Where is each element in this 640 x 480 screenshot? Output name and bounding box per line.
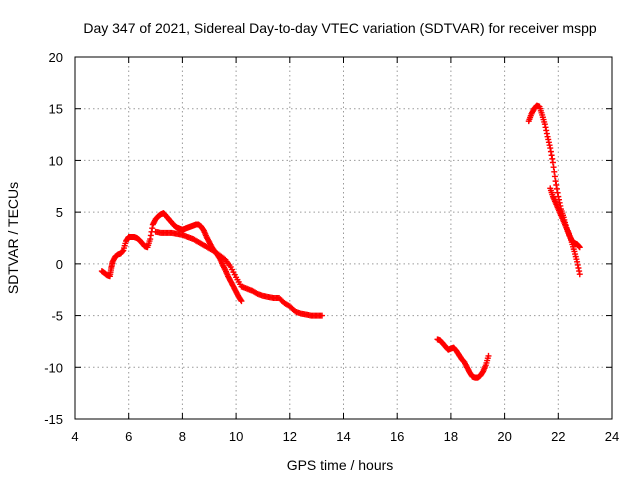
grid — [75, 57, 612, 419]
y-tick-label: -15 — [44, 412, 63, 427]
series-segment-2 — [434, 336, 492, 381]
x-tick-label: 8 — [179, 429, 186, 444]
chart-title: Day 347 of 2021, Sidereal Day-to-day VTE… — [83, 20, 596, 36]
x-axis-label: GPS time / hours — [287, 457, 394, 473]
series-segment-1-upper — [98, 210, 245, 305]
series-segment-3-upper — [525, 102, 583, 251]
plot-frame — [74, 56, 613, 420]
x-tick-label: 4 — [71, 429, 78, 444]
axis-ticks — [74, 56, 613, 420]
y-axis-label: SDTVAR / TECUs — [5, 182, 21, 294]
x-tick-label: 14 — [336, 429, 350, 444]
y-tick-label: -5 — [51, 309, 63, 324]
x-tick-label: 20 — [497, 429, 511, 444]
x-tick-label: 16 — [390, 429, 404, 444]
x-tick-label: 10 — [229, 429, 243, 444]
y-tick-label: 5 — [56, 205, 63, 220]
series-segment-3-lower — [547, 185, 583, 278]
y-tick-label: 15 — [49, 102, 63, 117]
x-tick-label: 22 — [551, 429, 565, 444]
data-point — [576, 271, 583, 278]
y-tick-label: 10 — [49, 153, 63, 168]
y-tick-label: 20 — [49, 50, 63, 65]
data-point — [485, 352, 492, 359]
series-segment-1-lower — [152, 228, 326, 319]
x-tick-label: 18 — [444, 429, 458, 444]
data-points — [98, 102, 583, 381]
y-tick-label: -10 — [44, 360, 63, 375]
y-tick-labels: -15 -10 -5 0 5 10 15 20 — [44, 50, 63, 427]
x-tick-label: 12 — [283, 429, 297, 444]
data-point — [319, 312, 326, 319]
data-point — [576, 244, 583, 251]
x-tick-label: 6 — [125, 429, 132, 444]
y-tick-label: 0 — [56, 257, 63, 272]
data-point — [238, 298, 245, 305]
x-tick-labels: 4 6 8 10 12 14 16 18 20 22 24 — [71, 429, 619, 444]
x-tick-label: 24 — [605, 429, 619, 444]
